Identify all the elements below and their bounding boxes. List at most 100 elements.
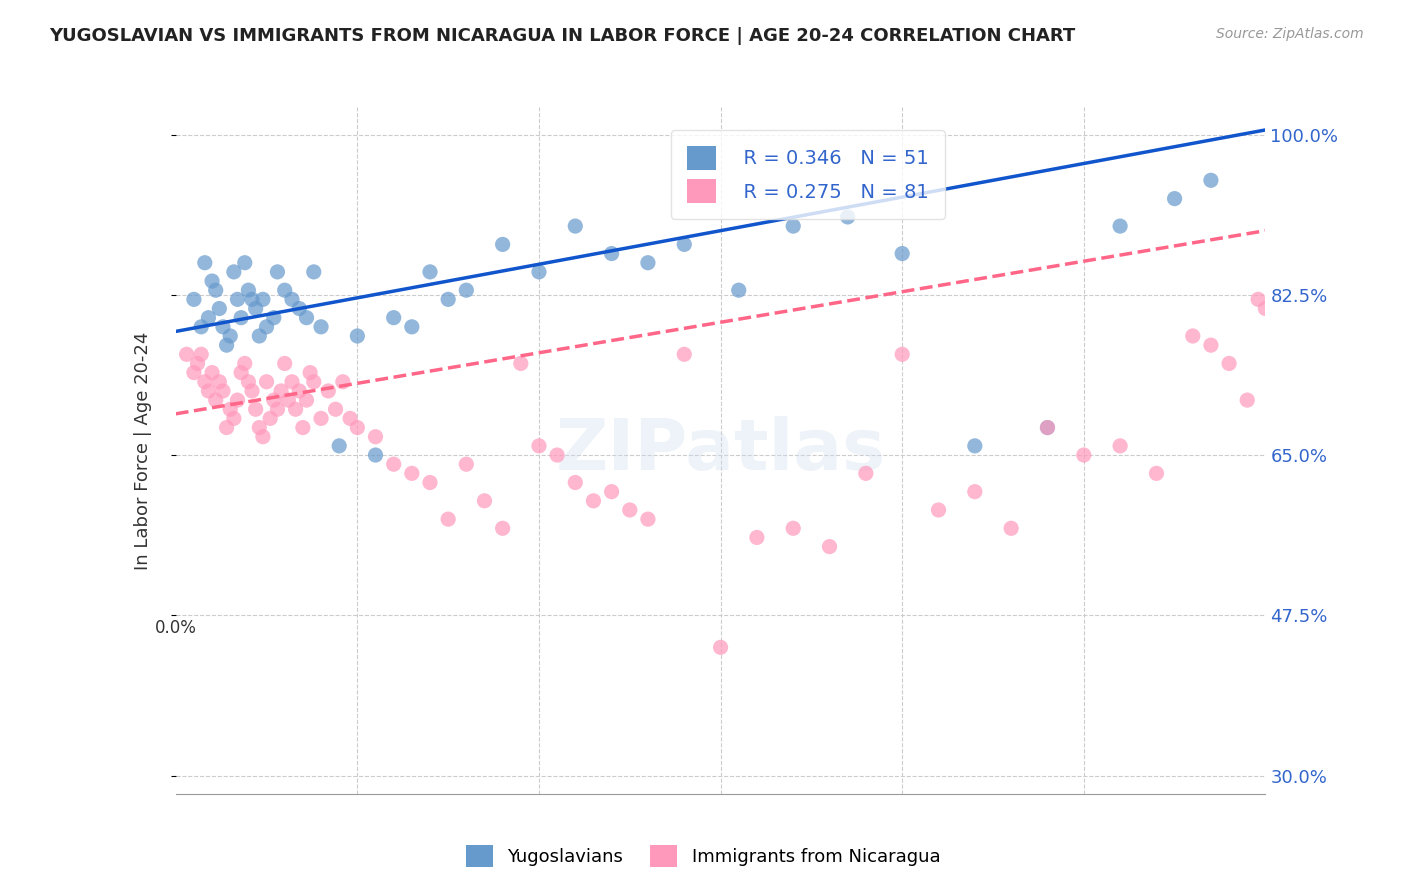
Point xyxy=(245,402,267,417)
Text: ZIPatlas: ZIPatlas xyxy=(555,416,886,485)
Point xyxy=(263,310,285,325)
Point xyxy=(197,310,219,325)
Point xyxy=(302,375,325,389)
Point xyxy=(456,457,478,471)
Point xyxy=(600,246,623,260)
Point xyxy=(183,293,205,307)
Point xyxy=(509,356,531,370)
Point xyxy=(204,393,226,408)
Point xyxy=(299,366,322,380)
Point xyxy=(256,319,278,334)
Point xyxy=(281,375,304,389)
Point xyxy=(266,402,288,417)
Point xyxy=(277,393,299,408)
Point xyxy=(963,439,986,453)
Point xyxy=(233,356,256,370)
Point xyxy=(252,430,274,444)
Point xyxy=(245,301,267,316)
Point xyxy=(346,329,368,343)
Point xyxy=(212,319,235,334)
Point xyxy=(1218,356,1240,370)
Point xyxy=(382,457,405,471)
Point xyxy=(837,210,859,224)
Point xyxy=(186,356,209,370)
Point xyxy=(252,293,274,307)
Point xyxy=(222,265,245,279)
Point xyxy=(266,265,288,279)
Text: 0.0%: 0.0% xyxy=(155,619,197,637)
Point xyxy=(259,411,281,425)
Point xyxy=(1291,319,1313,334)
Point xyxy=(782,521,804,535)
Point xyxy=(637,512,659,526)
Point xyxy=(183,366,205,380)
Point xyxy=(274,283,297,297)
Point xyxy=(1036,420,1059,434)
Point xyxy=(256,375,278,389)
Point xyxy=(710,640,733,655)
Point xyxy=(288,301,311,316)
Point xyxy=(309,319,332,334)
Point xyxy=(1199,338,1222,352)
Point xyxy=(1261,310,1284,325)
Point xyxy=(201,366,224,380)
Point xyxy=(1163,192,1185,206)
Y-axis label: In Labor Force | Age 20-24: In Labor Force | Age 20-24 xyxy=(134,331,152,570)
Point xyxy=(492,521,515,535)
Point xyxy=(527,439,550,453)
Point xyxy=(401,319,423,334)
Point xyxy=(364,448,387,462)
Point xyxy=(295,393,318,408)
Point xyxy=(208,375,231,389)
Point xyxy=(1109,219,1132,233)
Point xyxy=(928,503,950,517)
Point xyxy=(437,293,460,307)
Point xyxy=(546,448,568,462)
Text: Source: ZipAtlas.com: Source: ZipAtlas.com xyxy=(1216,27,1364,41)
Point xyxy=(274,356,297,370)
Point xyxy=(238,375,260,389)
Point xyxy=(419,265,441,279)
Point xyxy=(401,467,423,481)
Point xyxy=(263,393,285,408)
Point xyxy=(190,347,212,361)
Point xyxy=(600,484,623,499)
Point xyxy=(176,347,198,361)
Point xyxy=(190,319,212,334)
Point xyxy=(1036,420,1059,434)
Point xyxy=(1181,329,1204,343)
Point xyxy=(346,420,368,434)
Legend: Yugoslavians, Immigrants from Nicaragua: Yugoslavians, Immigrants from Nicaragua xyxy=(458,838,948,874)
Point xyxy=(637,256,659,270)
Point xyxy=(295,310,318,325)
Point xyxy=(302,265,325,279)
Text: YUGOSLAVIAN VS IMMIGRANTS FROM NICARAGUA IN LABOR FORCE | AGE 20-24 CORRELATION : YUGOSLAVIAN VS IMMIGRANTS FROM NICARAGUA… xyxy=(49,27,1076,45)
Point xyxy=(284,402,307,417)
Point xyxy=(818,540,841,554)
Point xyxy=(673,347,696,361)
Point xyxy=(564,219,586,233)
Point xyxy=(231,366,253,380)
Point xyxy=(1199,173,1222,187)
Point xyxy=(364,430,387,444)
Point xyxy=(240,293,263,307)
Point xyxy=(222,411,245,425)
Point xyxy=(382,310,405,325)
Point xyxy=(1284,338,1306,352)
Point xyxy=(1109,439,1132,453)
Point xyxy=(527,265,550,279)
Legend:   R = 0.346   N = 51,   R = 0.275   N = 81: R = 0.346 N = 51, R = 0.275 N = 81 xyxy=(671,130,945,219)
Point xyxy=(215,420,238,434)
Point xyxy=(318,384,340,398)
Point xyxy=(291,420,314,434)
Point xyxy=(492,237,515,252)
Point xyxy=(226,293,249,307)
Point xyxy=(219,402,242,417)
Point xyxy=(1000,521,1022,535)
Point xyxy=(247,329,270,343)
Point xyxy=(247,420,270,434)
Point xyxy=(673,237,696,252)
Point xyxy=(564,475,586,490)
Point xyxy=(194,256,217,270)
Point xyxy=(891,347,914,361)
